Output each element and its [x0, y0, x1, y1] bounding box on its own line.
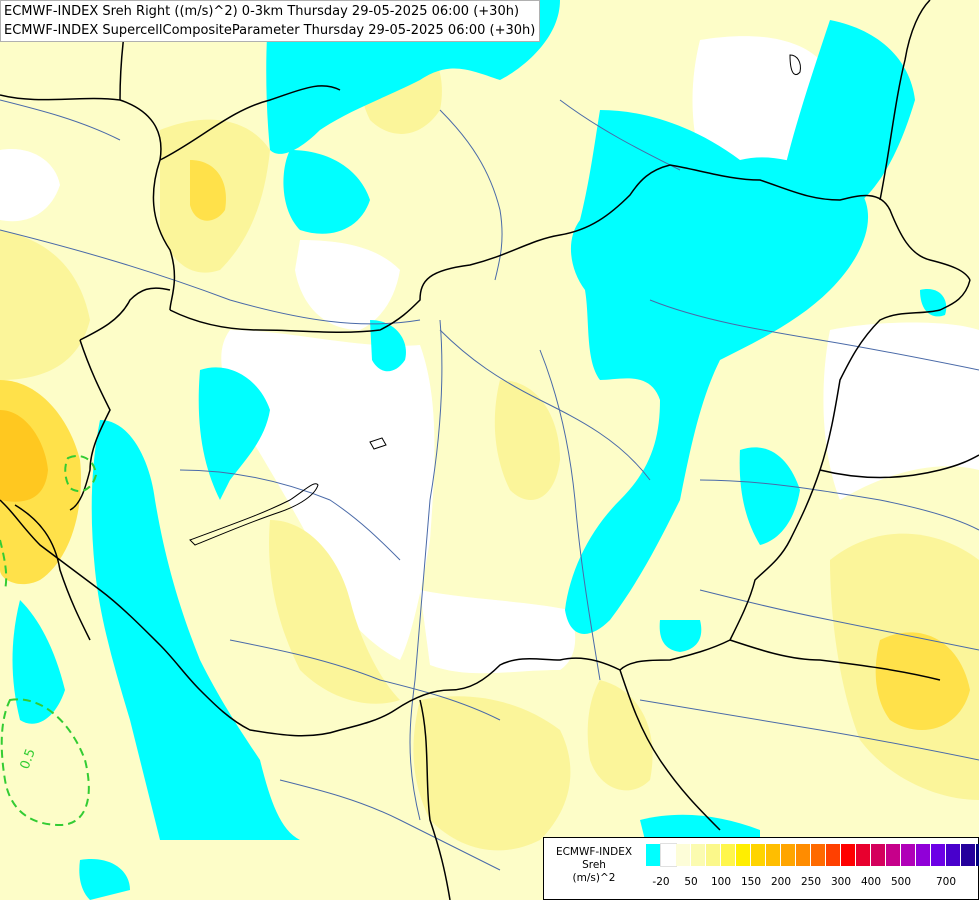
contour-label: 0.5: [18, 747, 39, 772]
legend-label: 700: [935, 876, 957, 888]
legend-swatch: [886, 844, 901, 866]
legend-swatch: [856, 844, 871, 866]
legend-swatch: [841, 844, 856, 866]
legend-label: 150: [740, 876, 762, 888]
legend-swatch: [961, 844, 976, 866]
color-legend: ECMWF-INDEX Sreh (m/s)^2 -20 50 100 150 200 2…: [543, 837, 979, 900]
scp-contours: [0, 455, 98, 827]
legend-swatch: [946, 844, 961, 866]
legend-swatches: [646, 843, 979, 867]
legend-label: 250: [800, 876, 822, 888]
legend-title-param: Sreh: [582, 859, 606, 871]
legend-swatch: [976, 844, 979, 866]
legend-swatch: [901, 844, 916, 866]
legend-swatch: [931, 844, 946, 866]
legend-label: 300: [830, 876, 852, 888]
legend-label: 100: [710, 876, 732, 888]
title-line-sreh: ECMWF-INDEX Sreh Right ((m/s)^2) 0-3km T…: [4, 4, 520, 19]
legend-label: -20: [652, 876, 670, 888]
title-line-scp: ECMWF-INDEX SupercellCompositeParameter …: [4, 23, 536, 38]
legend-swatch: [676, 844, 691, 866]
legend-label: 50: [684, 876, 698, 888]
legend-swatch: [660, 843, 677, 867]
legend-label: 400: [860, 876, 882, 888]
legend-title: ECMWF-INDEX Sreh (m/s)^2: [548, 846, 640, 885]
orange-region: [0, 410, 48, 502]
rivers: [0, 99, 979, 871]
legend-swatch: [871, 844, 886, 866]
legend-label: 500: [890, 876, 912, 888]
white-regions: [0, 36, 979, 674]
legend-swatch: [796, 844, 811, 866]
legend-swatch: [736, 844, 751, 866]
legend-swatch: [826, 844, 841, 866]
legend-swatch: [751, 844, 766, 866]
legend-swatch: [781, 844, 796, 866]
legend-label: 200: [770, 876, 792, 888]
legend-title-unit: (m/s)^2: [572, 872, 616, 884]
legend-swatch: [916, 844, 931, 866]
legend-title-model: ECMWF-INDEX: [555, 846, 633, 858]
lakes: [189, 54, 801, 546]
legend-swatch: [706, 844, 721, 866]
legend-swatch: [766, 844, 781, 866]
legend-swatch: [646, 844, 661, 866]
legend-swatch: [691, 844, 706, 866]
legend-swatch: [721, 844, 736, 866]
legend-swatch: [811, 844, 826, 866]
map-title-box: ECMWF-INDEX Sreh Right ((m/s)^2) 0-3km T…: [0, 0, 541, 42]
